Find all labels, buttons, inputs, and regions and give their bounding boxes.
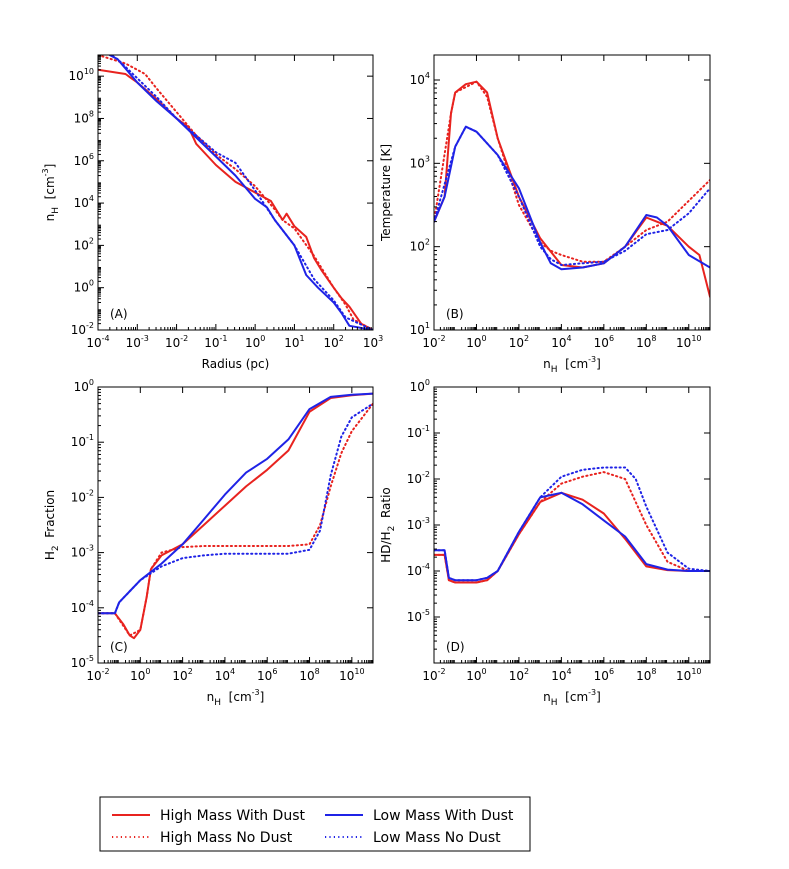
x-tick-label: 104 <box>215 667 235 683</box>
legend-frame <box>99 796 531 852</box>
y-tick-label: 108 <box>74 109 94 125</box>
y-tick-label: 10-3 <box>407 516 430 532</box>
panel-label: (A) <box>110 307 128 321</box>
panel-label: (C) <box>110 640 128 654</box>
x-tick-label: 100 <box>245 334 265 350</box>
y-tick-label: 104 <box>410 71 430 87</box>
panel-label: (D) <box>446 640 465 654</box>
x-tick-label: 10-2 <box>422 334 445 350</box>
x-tick-label: 106 <box>594 334 614 350</box>
axes-frame <box>97 54 374 331</box>
y-tick-label: 102 <box>74 236 94 252</box>
x-axis-label: nH [cm-3] <box>207 688 265 708</box>
y-tick-label: 10-4 <box>71 599 94 615</box>
series-line-low-mass-no-dust <box>434 466 710 582</box>
panel-c: 10-2 100 102 104 106 108 1010 10-5 10-4 10-3 10-2 1… <box>43 378 374 708</box>
x-tick-label: 104 <box>551 334 571 350</box>
x-axis-label: nH [cm-3] <box>543 355 601 375</box>
x-tick-label: 106 <box>594 667 614 683</box>
x-tick-label: 104 <box>551 667 571 683</box>
y-tick-label: 10-1 <box>407 424 430 440</box>
x-tick-label: 106 <box>257 667 277 683</box>
axes-frame <box>97 386 374 664</box>
series-line-low-mass-no-dust <box>109 55 373 330</box>
x-axis-label: nH [cm-3] <box>543 688 601 708</box>
x-tick-label: 108 <box>299 667 319 683</box>
x-tick-label: 102 <box>172 667 192 683</box>
y-tick-label: 100 <box>74 378 94 394</box>
legend-label-low-dust: Low Mass With Dust <box>373 808 514 824</box>
y-tick-label: 104 <box>74 194 94 210</box>
x-tick-label: 102 <box>509 667 529 683</box>
legend-label-low-nodust: Low Mass No Dust <box>373 830 501 846</box>
x-tick-label: 10-1 <box>204 334 227 350</box>
x-tick-label: 10-2 <box>86 667 109 683</box>
y-tick-label: 10-2 <box>71 488 94 504</box>
y-tick-label: 10-2 <box>71 321 94 337</box>
y-tick-label: 102 <box>410 238 430 254</box>
series-line-high-mass-with-dust <box>434 80 710 298</box>
x-tick-label: 100 <box>130 667 150 683</box>
y-tick-label: 101 <box>410 321 430 337</box>
x-tick-label: 1010 <box>676 667 701 683</box>
legend-label-high-dust: High Mass With Dust <box>160 808 306 824</box>
series-line-low-mass-with-dust <box>434 125 710 271</box>
y-tick-label: 10-1 <box>71 433 94 449</box>
x-tick-label: 10-2 <box>422 667 445 683</box>
x-tick-label: 1010 <box>676 334 701 350</box>
x-tick-label: 103 <box>363 334 383 350</box>
y-tick-label: 1010 <box>69 67 94 83</box>
panel-label: (B) <box>446 307 464 321</box>
x-tick-label: 102 <box>324 334 344 350</box>
series-line-low-mass-with-dust <box>434 491 710 582</box>
x-tick-label: 1010 <box>339 667 364 683</box>
series-line-high-mass-no-dust <box>434 80 710 263</box>
y-axis-label: nH [cm-3] <box>41 164 61 222</box>
series-line-high-mass-no-dust <box>434 471 710 584</box>
y-tick-label: 10-2 <box>407 470 430 486</box>
axes-frame <box>433 54 711 331</box>
axes-frame <box>433 386 711 664</box>
series-line-high-mass-no-dust <box>98 55 373 330</box>
panel-b: 10-2 100 102 104 106 108 1010 101 102 103 104 (B) nH… <box>379 54 711 375</box>
x-tick-label: 10-2 <box>165 334 188 350</box>
y-axis-label: Temperature [K] <box>379 144 393 242</box>
x-tick-label: 100 <box>466 334 486 350</box>
series-line-high-mass-no-dust <box>98 402 373 637</box>
y-tick-label: 100 <box>74 279 94 295</box>
x-tick-label: 100 <box>466 667 486 683</box>
y-axis-label: HD/H2 Ratio <box>379 487 397 563</box>
y-tick-label: 106 <box>74 152 94 168</box>
x-tick-label: 108 <box>636 667 656 683</box>
series-line-low-mass-with-dust <box>107 55 373 330</box>
y-tick-label: 103 <box>410 154 430 170</box>
x-tick-label: 102 <box>509 334 529 350</box>
x-axis-label: Radius (pc) <box>202 357 270 371</box>
legend-label-high-nodust: High Mass No Dust <box>160 830 293 846</box>
x-tick-label: 10-4 <box>86 334 109 350</box>
series-line-low-mass-no-dust <box>434 125 710 266</box>
panel-a: 10-4 10-3 10-2 10-1 100 101 102 103 10-2 100 102 10… <box>41 54 383 371</box>
y-tick-label: 10-4 <box>407 562 430 578</box>
series-line-high-mass-with-dust <box>98 68 373 330</box>
y-axis-label: H2 Fraction <box>43 490 61 560</box>
panel-d: 10-2 100 102 104 106 108 1010 10-5 10-4 10-3 10-2 1… <box>379 378 711 708</box>
y-tick-label: 10-5 <box>71 654 94 670</box>
series-line-low-mass-no-dust <box>98 402 373 615</box>
y-tick-label: 10-5 <box>407 608 430 624</box>
legend: High Mass With Dust High Mass No Dust Lo… <box>99 796 531 852</box>
x-tick-label: 101 <box>284 334 304 350</box>
y-tick-label: 100 <box>410 378 430 394</box>
x-tick-label: 108 <box>636 334 656 350</box>
x-tick-label: 10-3 <box>126 334 149 350</box>
y-tick-label: 10-3 <box>71 544 94 560</box>
series-line-high-mass-with-dust <box>98 392 373 640</box>
